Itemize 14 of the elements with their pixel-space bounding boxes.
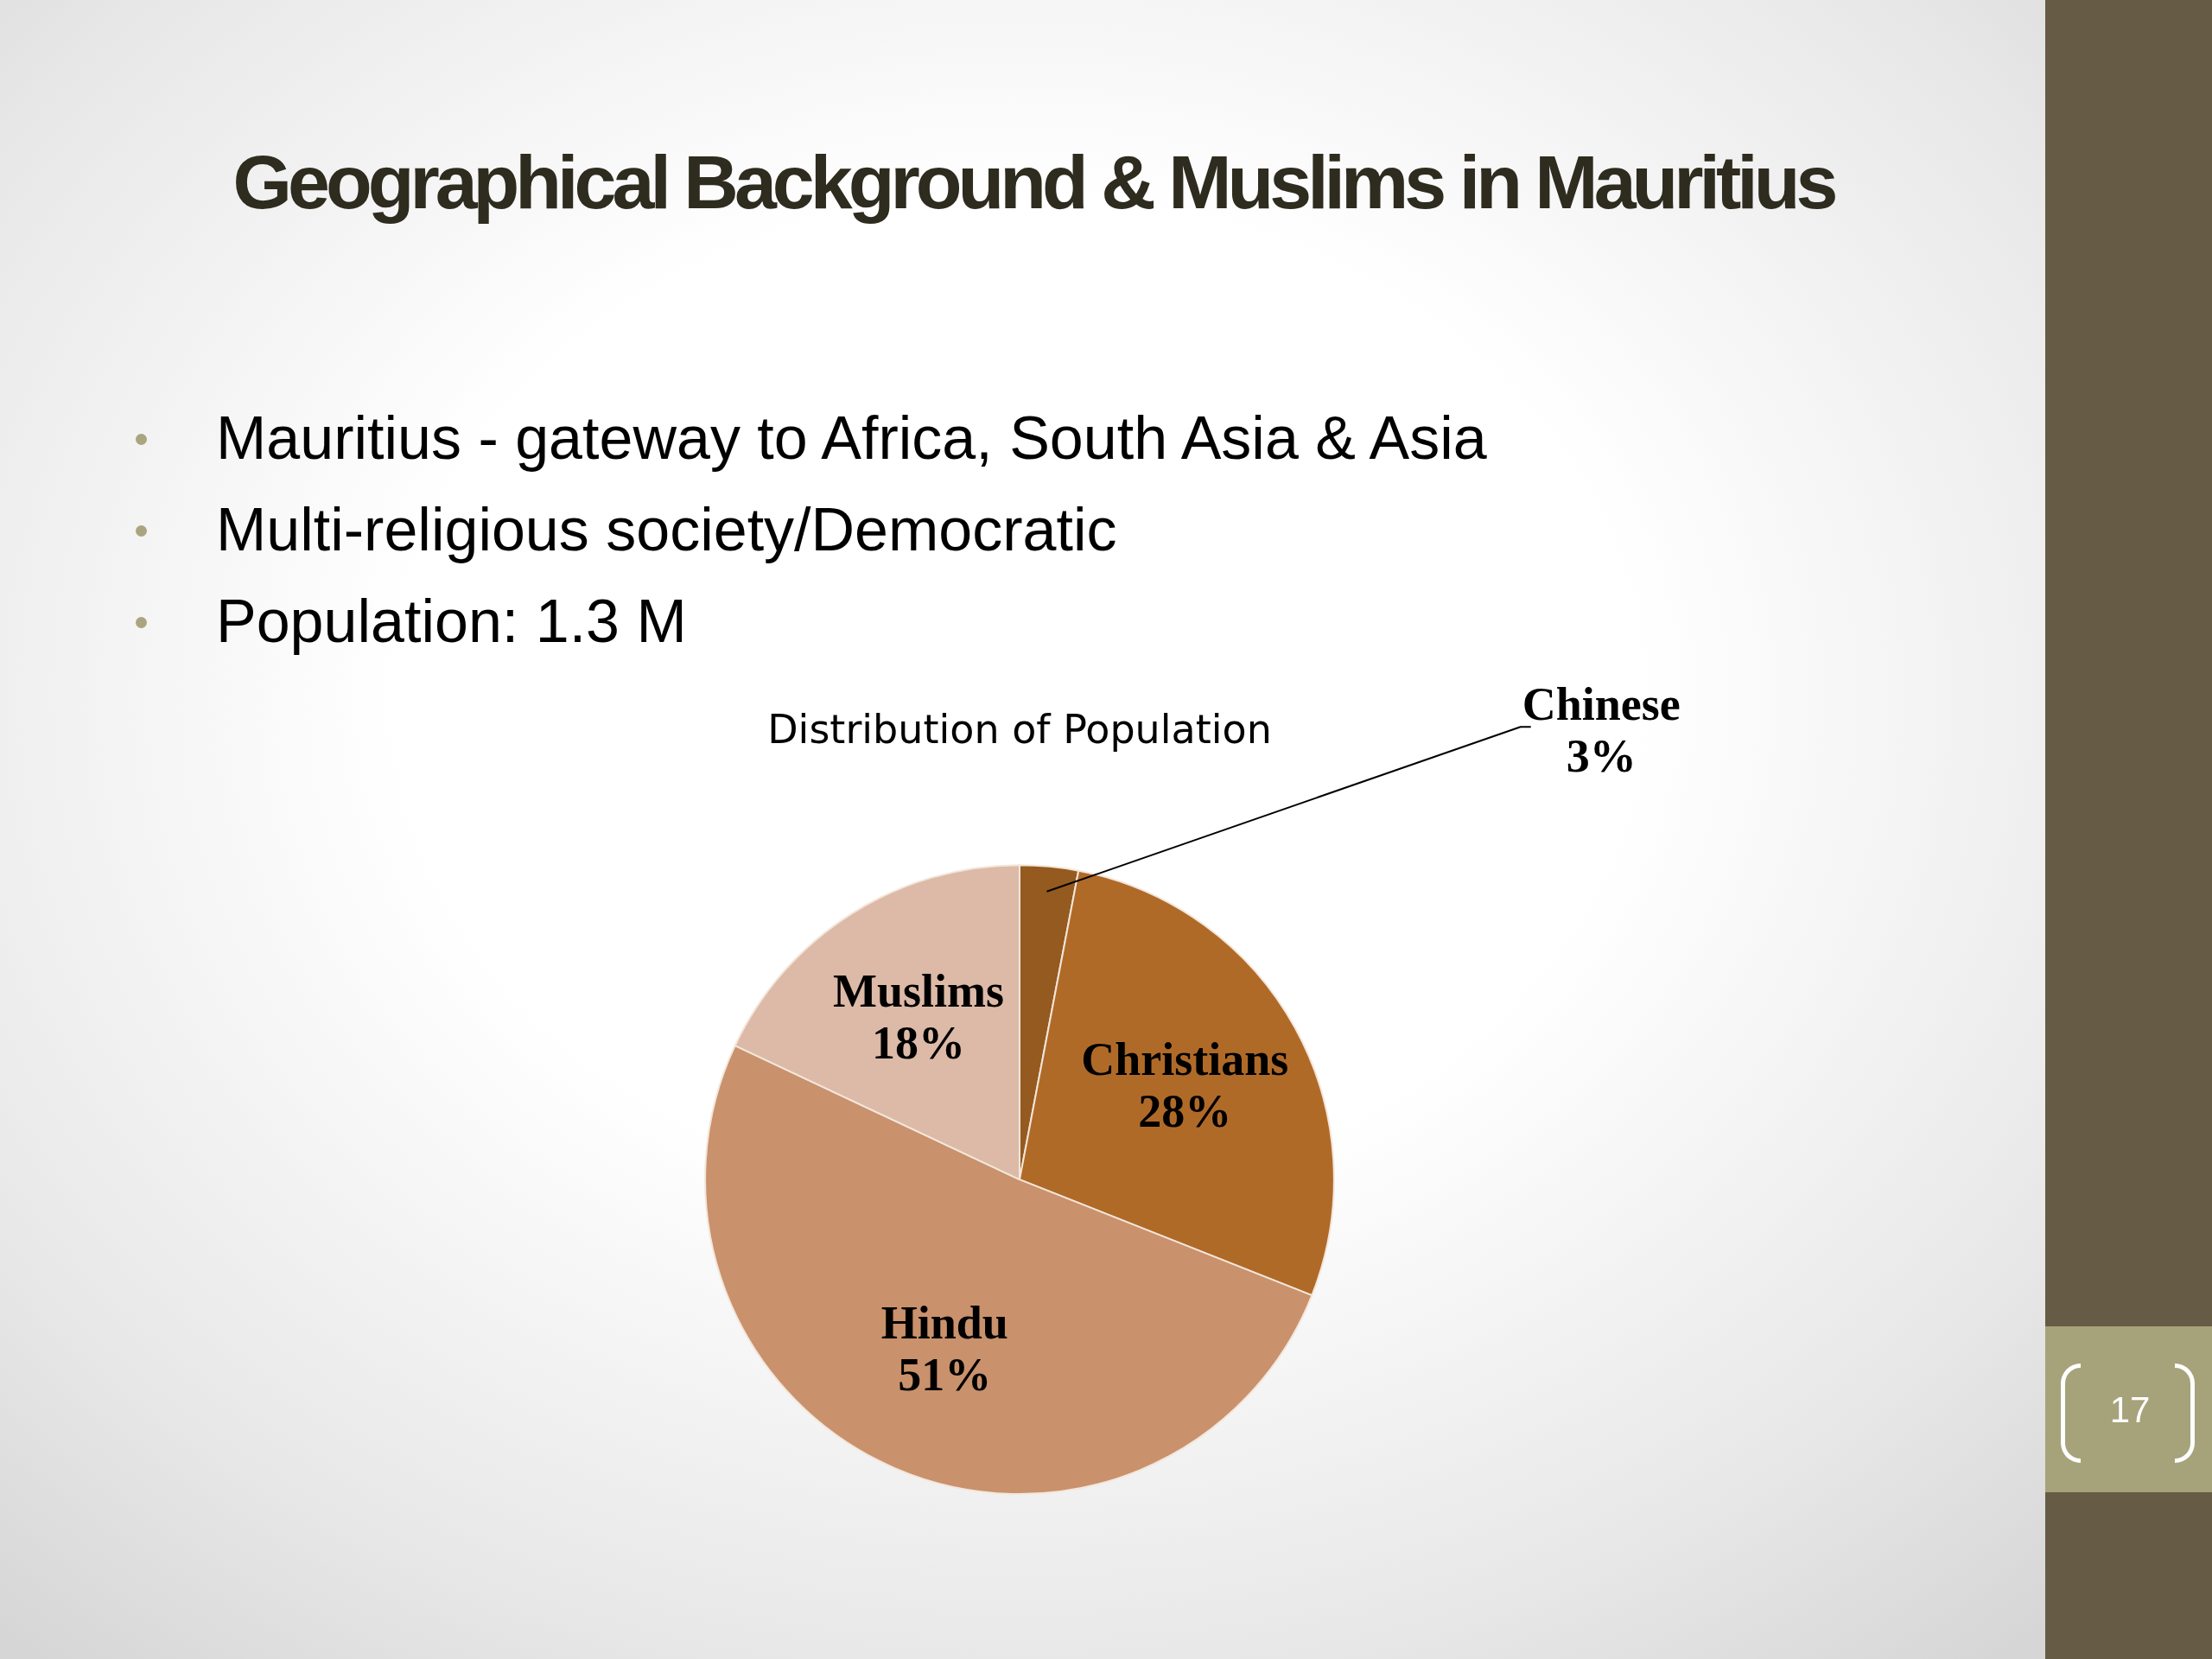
data-label: 28%	[1138, 1084, 1232, 1137]
text: 17	[2109, 1389, 2151, 1432]
slice-label: Hindu	[880, 1297, 1008, 1350]
text: Population: 1.3 M	[216, 587, 687, 657]
data-label: 3%	[1566, 730, 1637, 783]
text: Mauritius - gateway to Africa, South Asia & Asia	[216, 404, 1487, 474]
data-label: 51%	[898, 1349, 992, 1402]
text: Distribution of Population	[767, 705, 1272, 753]
slice-label: Muslims	[832, 964, 1005, 1017]
slice-label: Christians	[1081, 1033, 1289, 1085]
data-label: 18%	[872, 1016, 966, 1069]
slice-label: Chinese	[1522, 678, 1681, 731]
chart-title: Geographical Background & Muslims in Mauritius	[232, 138, 1834, 226]
text: Multi-religious society/Democratic	[216, 495, 1117, 565]
